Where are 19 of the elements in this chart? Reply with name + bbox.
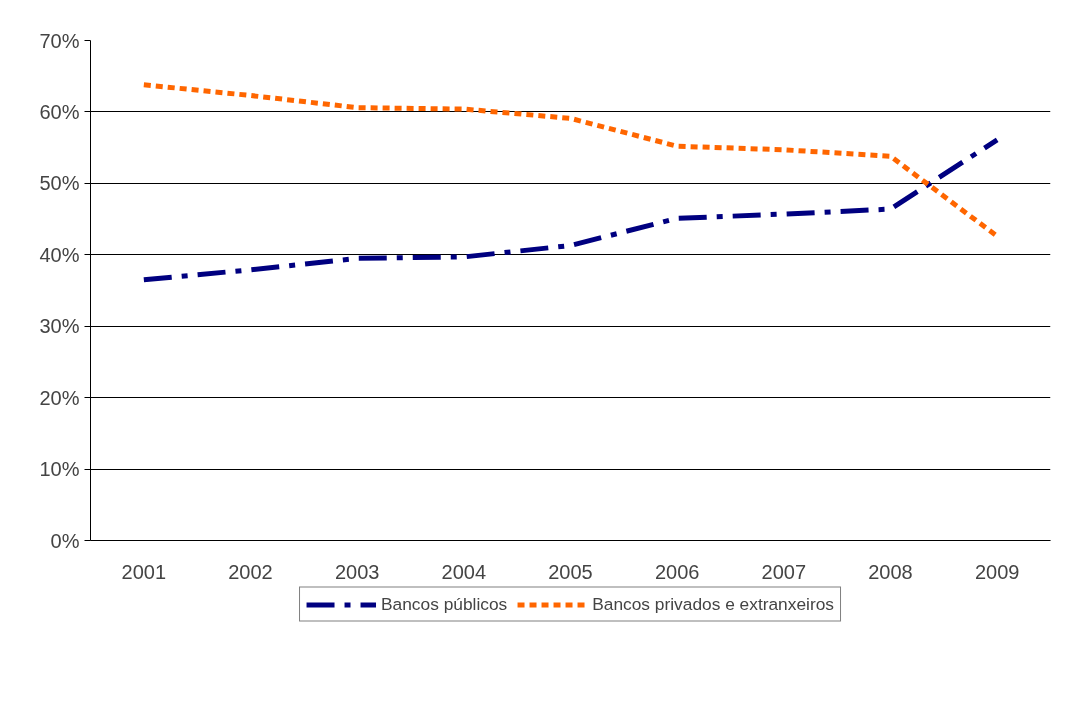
x-tick-label: 2001 bbox=[121, 560, 167, 583]
legend-label: Bancos públicos bbox=[381, 593, 508, 615]
y-tick-label: 50% bbox=[39, 172, 80, 195]
x-tick-label: 2007 bbox=[761, 560, 807, 583]
x-tick-label: 2009 bbox=[974, 560, 1020, 583]
y-tick-label: 70% bbox=[39, 29, 80, 52]
y-tick-label: 20% bbox=[39, 386, 80, 409]
y-tick-label: 0% bbox=[50, 529, 80, 552]
x-tick-label: 2002 bbox=[228, 560, 273, 583]
x-tick-label: 2004 bbox=[441, 560, 487, 583]
x-tick-label: 2003 bbox=[334, 560, 380, 583]
x-tick-label: 2005 bbox=[548, 560, 593, 583]
x-tick-label: 2006 bbox=[654, 560, 700, 583]
x-tick-label: 2008 bbox=[868, 560, 913, 583]
y-tick-label: 40% bbox=[39, 243, 80, 266]
y-tick-label: 10% bbox=[39, 458, 80, 481]
y-tick-label: 60% bbox=[39, 100, 80, 123]
y-tick-label: 30% bbox=[39, 315, 80, 338]
legend-label: Bancos privados e extranxeiros bbox=[592, 593, 834, 615]
